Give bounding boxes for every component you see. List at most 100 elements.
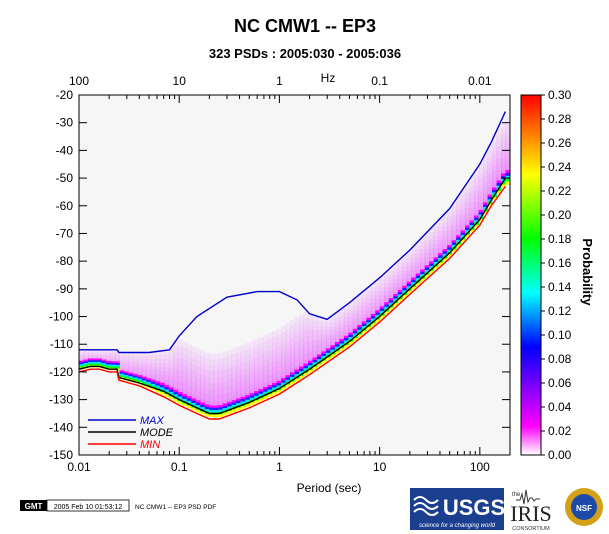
pdf-ridge-cell xyxy=(312,359,318,363)
y-tick-label: -90 xyxy=(56,282,74,296)
pdf-cell xyxy=(272,372,277,379)
pdf-cell xyxy=(339,335,345,340)
pdf-cell xyxy=(150,366,156,370)
pdf-cell xyxy=(429,231,435,236)
pdf-cell xyxy=(393,290,399,295)
pdf-cell xyxy=(370,298,376,303)
pdf-ridge-cell xyxy=(164,384,170,388)
pdf-ridge-cell xyxy=(366,326,372,330)
pdf-ridge-cell xyxy=(483,204,488,208)
pdf-cell xyxy=(159,362,165,367)
pdf-cell xyxy=(411,250,417,255)
pdf-cell xyxy=(357,298,363,303)
pdf-cell xyxy=(236,364,242,371)
pdf-cell xyxy=(442,244,448,249)
pdf-ridge-cell xyxy=(469,225,475,228)
pdf-cell xyxy=(186,350,192,357)
pdf-cell xyxy=(469,186,475,192)
pdf-cell xyxy=(83,353,89,356)
pdf-ridge-cell xyxy=(307,365,313,368)
pdf-cell xyxy=(474,185,479,192)
pdf-cell xyxy=(213,377,219,384)
pdf-cell xyxy=(79,351,84,354)
pdf-cell xyxy=(231,396,237,403)
pdf-cell xyxy=(393,286,399,291)
pdf-ridge-cell xyxy=(79,365,84,368)
pdf-cell xyxy=(105,353,111,356)
pdf-ridge-cell xyxy=(173,394,179,397)
pdf-cell xyxy=(227,349,233,356)
pdf-cell xyxy=(325,341,331,345)
pdf-cell xyxy=(132,367,138,371)
pdf-ridge-cell xyxy=(379,310,385,314)
pdf-ridge-cell xyxy=(204,409,210,412)
pdf-cell xyxy=(164,375,170,381)
pdf-ridge-cell xyxy=(447,245,453,248)
pdf-ridge-cell xyxy=(92,363,98,366)
pdf-ridge-cell xyxy=(339,341,345,344)
pdf-cell xyxy=(272,360,277,367)
y-axis: -20 -30 -40 -50 -60 -70 -80 -90 -100 -110 -120 -130… xyxy=(49,88,510,462)
pdf-ridge-cell xyxy=(290,372,295,375)
pdf-cell xyxy=(298,344,304,351)
pdf-cell xyxy=(240,362,246,369)
pdf-cell xyxy=(483,176,488,182)
pdf-cell xyxy=(272,378,277,385)
pdf-ridge-cell xyxy=(173,391,179,395)
pdf-cell xyxy=(128,369,134,373)
pdf-cell xyxy=(150,376,156,381)
pdf-cell xyxy=(298,326,304,333)
pdf-cell xyxy=(451,202,457,207)
pdf-cell xyxy=(146,362,152,366)
pdf-cell xyxy=(285,341,291,348)
pdf-cell xyxy=(132,358,138,362)
pdf-cell xyxy=(339,312,345,317)
pdf-cell xyxy=(343,328,349,333)
pdf-cell xyxy=(447,226,453,231)
pdf-ridge-cell xyxy=(429,261,435,264)
pdf-cell xyxy=(465,187,470,193)
pdf-cell xyxy=(272,366,277,373)
pdf-cell xyxy=(384,286,390,291)
pdf-cell xyxy=(474,201,479,208)
pdf-cell xyxy=(218,388,224,395)
pdf-cell xyxy=(164,358,170,363)
pdf-cell xyxy=(119,352,125,356)
pdf-cell xyxy=(290,368,295,375)
pdf-cell xyxy=(258,373,264,380)
pdf-cell xyxy=(370,290,376,295)
pdf-cell xyxy=(137,367,143,371)
pdf-ridge-cell xyxy=(87,363,93,366)
pdf-cell xyxy=(375,302,381,307)
pdf-ridge-cell xyxy=(231,400,237,403)
pdf-cell xyxy=(213,383,219,390)
pdf-cell xyxy=(83,351,89,354)
pdf-cell xyxy=(222,381,228,388)
pdf-cell xyxy=(469,181,475,187)
pdf-cell xyxy=(191,376,197,383)
pdf-ridge-cell xyxy=(402,294,408,298)
pdf-ridge-cell xyxy=(312,362,318,365)
pdf-cell xyxy=(415,261,421,266)
pdf-ridge-cell xyxy=(478,214,484,218)
pdf-ridge-cell xyxy=(343,335,349,339)
pdf-cell xyxy=(128,363,134,367)
pdf-cell xyxy=(213,395,219,402)
pdf-ridge-cell xyxy=(105,362,111,365)
pdf-ridge-cell xyxy=(114,366,120,369)
pdf-cell xyxy=(213,389,219,396)
pdf-cell xyxy=(460,198,466,204)
y-tick-label: -130 xyxy=(49,393,73,407)
pdf-cell xyxy=(334,338,340,343)
pdf-cell xyxy=(406,254,412,259)
pdf-ridge-cell xyxy=(442,258,448,261)
pdf-cell xyxy=(388,290,394,295)
pdf-ridge-cell xyxy=(123,374,129,377)
svg-text:science for a changing world: science for a changing world xyxy=(419,523,496,529)
pdf-cell xyxy=(420,244,426,250)
pdf-cell xyxy=(343,332,349,337)
pdf-cell xyxy=(388,275,394,279)
pdf-ridge-cell xyxy=(294,378,300,382)
pdf-ridge-cell xyxy=(285,377,291,381)
pdf-ridge-cell xyxy=(177,396,183,400)
